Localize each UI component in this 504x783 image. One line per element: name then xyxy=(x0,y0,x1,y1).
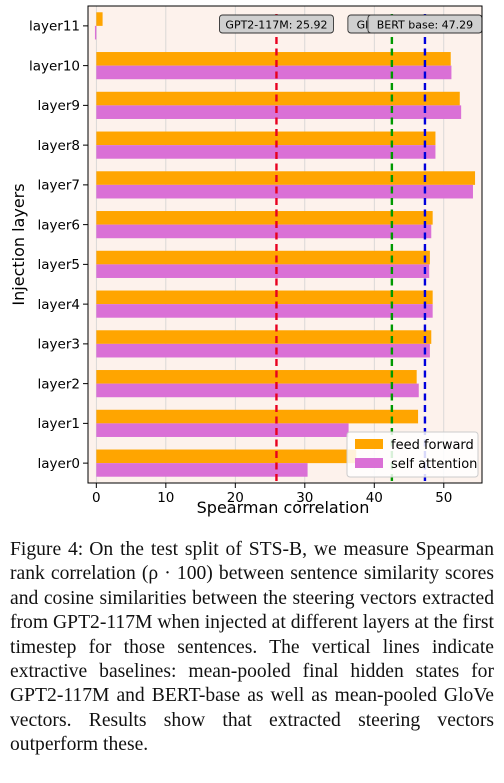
bar-feed-forward-layer4 xyxy=(96,290,433,305)
bar-self-attention-layer9 xyxy=(96,105,462,119)
bar-feed-forward-layer3 xyxy=(96,330,432,344)
y-tick-label: layer11 xyxy=(29,19,80,35)
bar-self-attention-layer6 xyxy=(96,224,432,239)
x-tick-label: 20 xyxy=(227,490,244,506)
baseline-label: BERT base: 47.29 xyxy=(377,19,473,32)
bar-feed-forward-layer0 xyxy=(96,449,357,464)
bar-feed-forward-layer7 xyxy=(96,171,476,185)
x-axis-ticks: 0 10 20 30 40 50 xyxy=(92,483,452,506)
bar-feed-forward-layer8 xyxy=(96,131,436,146)
plot-frame xyxy=(87,5,483,484)
baseline-lines: GPT2-117M: 25.92GloVe: 42.53BERT base: 4… xyxy=(219,14,483,483)
y-tick-label: layer6 xyxy=(38,217,80,233)
figure-caption: Figure 4: On the test split of STS-B, we … xyxy=(10,538,494,758)
y-tick-label: layer4 xyxy=(38,297,80,313)
bar-self-attention-layer7 xyxy=(96,184,473,199)
x-tick-label: 10 xyxy=(157,490,174,506)
bar-feed-forward-layer6 xyxy=(96,211,433,225)
legend-swatch xyxy=(355,439,383,449)
baseline-label-box xyxy=(219,14,334,34)
x-tick-label: 40 xyxy=(366,490,383,506)
bar-self-attention-layer3 xyxy=(96,343,430,358)
bar-self-attention-layer11 xyxy=(94,25,97,40)
y-tick-label: layer2 xyxy=(38,376,80,392)
y-tick-label: layer5 xyxy=(38,257,80,273)
y-axis-ticks: layer0 layer1 layer2 layer3 layer4 layer5 laye… xyxy=(29,19,88,472)
bar-feed-forward-layer10 xyxy=(96,52,451,66)
plot-area xyxy=(88,6,482,483)
y-tick-label: layer9 xyxy=(38,98,80,114)
y-tick-label: layer3 xyxy=(38,337,80,353)
spearman-bar-chart: GPT2-117M: 25.92GloVe: 42.53BERT base: 4… xyxy=(9,5,483,517)
y-tick-label: layer0 xyxy=(38,456,80,472)
bar-feed-forward-layer2 xyxy=(96,370,417,384)
bars xyxy=(94,12,476,477)
x-tick-label: 0 xyxy=(92,490,101,506)
bar-feed-forward-layer5 xyxy=(96,250,430,265)
y-tick-label: layer8 xyxy=(38,138,80,154)
bar-self-attention-layer0 xyxy=(96,463,308,477)
x-tick-label: 30 xyxy=(296,490,313,506)
legend: feed forward self attention xyxy=(346,431,479,478)
grid-lines xyxy=(95,6,445,483)
y-tick-label: layer7 xyxy=(38,178,80,194)
x-axis-label: Spearman correlation xyxy=(197,498,370,517)
y-tick-label: layer1 xyxy=(38,416,80,432)
figure-label: Figure 4: xyxy=(10,539,84,560)
legend-label: self attention xyxy=(391,457,477,472)
bar-self-attention-layer1 xyxy=(96,423,349,437)
bar-self-attention-layer8 xyxy=(96,145,436,159)
legend-label: feed forward xyxy=(391,438,474,453)
y-tick-label: layer10 xyxy=(29,58,80,74)
caption-text: On the test split of STS-B, we measure S… xyxy=(10,539,494,756)
bar-feed-forward-layer11 xyxy=(96,12,103,26)
bar-self-attention-layer4 xyxy=(96,304,433,318)
bar-feed-forward-layer9 xyxy=(96,91,460,106)
bar-self-attention-layer5 xyxy=(96,264,430,278)
y-axis-label: Injection layers xyxy=(9,183,28,305)
bar-self-attention-layer10 xyxy=(96,65,452,80)
legend-swatch xyxy=(355,458,383,468)
x-tick-label: 50 xyxy=(435,490,452,506)
bar-self-attention-layer2 xyxy=(96,383,419,398)
bar-feed-forward-layer1 xyxy=(96,409,419,424)
baseline-label: GPT2-117M: 25.92 xyxy=(225,19,327,32)
